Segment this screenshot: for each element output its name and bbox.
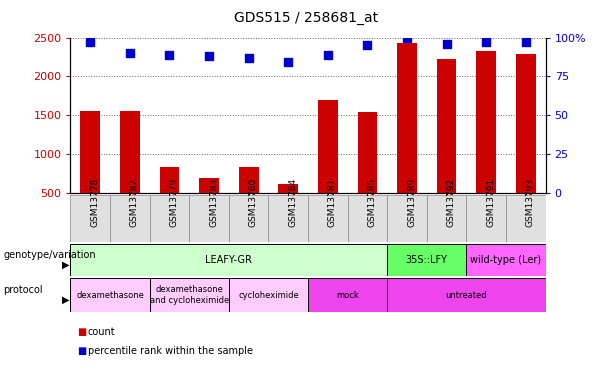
Text: genotype/variation: genotype/variation <box>3 250 96 260</box>
Point <box>244 55 254 61</box>
Point <box>283 59 293 65</box>
Text: 35S::LFY: 35S::LFY <box>406 255 448 265</box>
Point <box>521 39 531 45</box>
Text: cycloheximide: cycloheximide <box>238 291 299 300</box>
FancyBboxPatch shape <box>387 278 546 312</box>
Bar <box>199 178 219 193</box>
Text: GSM13789: GSM13789 <box>407 177 416 226</box>
Text: GSM13791: GSM13791 <box>486 177 495 226</box>
Point <box>402 34 412 40</box>
Text: GSM13792: GSM13792 <box>447 177 455 226</box>
Point <box>204 53 214 59</box>
Text: mock: mock <box>337 291 359 300</box>
Text: GSM13781: GSM13781 <box>328 177 337 226</box>
Bar <box>238 166 259 193</box>
Point <box>323 52 333 58</box>
Text: ▶: ▶ <box>63 260 70 270</box>
Text: ▶: ▶ <box>63 295 70 305</box>
Text: GSM13778: GSM13778 <box>90 177 99 226</box>
Text: count: count <box>88 327 115 337</box>
Text: GDS515 / 258681_at: GDS515 / 258681_at <box>234 11 379 25</box>
Bar <box>397 43 417 193</box>
FancyBboxPatch shape <box>268 195 308 242</box>
Text: GSM13779: GSM13779 <box>169 177 178 226</box>
Bar <box>476 51 496 193</box>
FancyBboxPatch shape <box>348 195 387 242</box>
Text: wild-type (Ler): wild-type (Ler) <box>470 255 541 265</box>
Text: GSM13793: GSM13793 <box>526 177 535 226</box>
Text: protocol: protocol <box>3 285 43 295</box>
Point <box>362 42 372 48</box>
Text: GSM13783: GSM13783 <box>209 177 218 226</box>
FancyBboxPatch shape <box>150 278 229 312</box>
Text: GSM13784: GSM13784 <box>288 177 297 226</box>
Text: untreated: untreated <box>446 291 487 300</box>
Text: LEAFY-GR: LEAFY-GR <box>205 255 253 265</box>
FancyBboxPatch shape <box>466 195 506 242</box>
FancyBboxPatch shape <box>229 278 308 312</box>
Point <box>85 39 95 45</box>
Point <box>125 50 135 56</box>
Text: ■: ■ <box>77 346 86 355</box>
FancyBboxPatch shape <box>427 195 466 242</box>
FancyBboxPatch shape <box>70 195 110 242</box>
FancyBboxPatch shape <box>110 195 150 242</box>
FancyBboxPatch shape <box>387 195 427 242</box>
FancyBboxPatch shape <box>189 195 229 242</box>
Text: ■: ■ <box>77 327 86 337</box>
FancyBboxPatch shape <box>150 195 189 242</box>
Text: GSM13782: GSM13782 <box>130 177 139 226</box>
Text: GSM13780: GSM13780 <box>249 177 257 226</box>
Bar <box>120 111 140 193</box>
Text: GSM13785: GSM13785 <box>367 177 376 226</box>
Point <box>481 39 491 45</box>
Text: percentile rank within the sample: percentile rank within the sample <box>88 346 253 355</box>
FancyBboxPatch shape <box>308 278 387 312</box>
Bar <box>436 59 457 193</box>
Bar <box>516 54 536 193</box>
FancyBboxPatch shape <box>229 195 268 242</box>
Text: dexamethasone: dexamethasone <box>76 291 144 300</box>
Bar <box>80 111 100 193</box>
FancyBboxPatch shape <box>308 195 348 242</box>
FancyBboxPatch shape <box>466 244 546 276</box>
FancyBboxPatch shape <box>70 244 387 276</box>
Bar <box>318 100 338 193</box>
Bar <box>278 184 298 193</box>
Bar <box>357 112 378 193</box>
Bar <box>159 166 180 193</box>
FancyBboxPatch shape <box>387 244 466 276</box>
Text: dexamethasone
and cycloheximide: dexamethasone and cycloheximide <box>150 285 229 305</box>
FancyBboxPatch shape <box>70 278 150 312</box>
FancyBboxPatch shape <box>506 195 546 242</box>
Point <box>164 52 174 58</box>
Point <box>442 41 452 47</box>
